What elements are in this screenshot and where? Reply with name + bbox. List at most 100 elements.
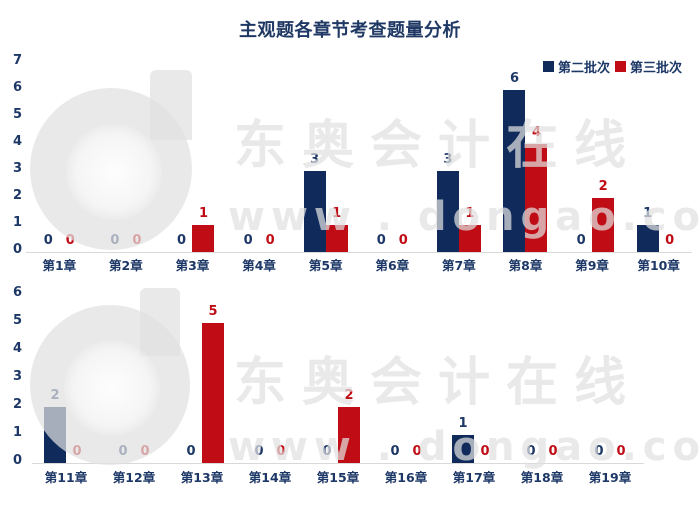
value-label: 0: [548, 444, 558, 459]
bar-cell: 0: [659, 63, 681, 252]
x-axis-line: [32, 463, 644, 464]
y-tick-label: 4: [12, 134, 22, 149]
y-tick-label: 2: [12, 188, 22, 203]
legend-swatch-batch3-icon: [615, 61, 627, 72]
bar-cell: 0: [259, 63, 281, 252]
value-label: 0: [243, 233, 253, 248]
bar-第三批次-第5章: [325, 225, 348, 252]
y-tick-label: 0: [12, 453, 22, 468]
value-label: 0: [265, 233, 275, 248]
value-label: 0: [398, 233, 408, 248]
value-label: 0: [526, 444, 536, 459]
value-label: 0: [132, 233, 142, 248]
bar-cell: 1: [458, 63, 481, 252]
bar-cell: 0: [112, 295, 134, 463]
y-tick-label: 1: [12, 215, 22, 230]
bar-cell: 0: [542, 295, 564, 463]
value-label: 0: [480, 444, 490, 459]
value-label: 0: [72, 444, 82, 459]
bar-第三批次-第7章: [458, 225, 481, 252]
x-tick-label: 第7章: [442, 258, 476, 273]
bar-cell: 0: [370, 63, 392, 252]
x-tick-label: 第5章: [308, 258, 343, 273]
bar-cell: 0: [570, 63, 592, 252]
bar-cell: 1: [192, 63, 215, 252]
value-label: 5: [208, 304, 218, 319]
x-tick-label: 第11章: [44, 470, 88, 485]
x-tick-label: 第1章: [42, 258, 77, 273]
value-label: 0: [140, 444, 150, 459]
bar-第三批次-第8章: [525, 144, 548, 252]
x-tick-label: 第4章: [242, 258, 276, 273]
y-tick-label: 7: [12, 53, 22, 68]
bar-第三批次-第13章: [202, 323, 224, 463]
y-tick-label: 4: [12, 341, 22, 356]
bar-cell: 0: [59, 63, 81, 252]
page-title: 主观题各章节考查题量分析: [239, 20, 461, 41]
bar-cell: 2: [338, 295, 360, 463]
value-label: 2: [598, 179, 608, 194]
y-tick-label: 5: [12, 313, 22, 328]
bar-cell: 0: [384, 295, 406, 463]
bar-cell: 0: [520, 295, 542, 463]
legend-item-batch3: 第三批次: [615, 57, 682, 76]
value-label: 4: [531, 125, 541, 140]
bar-cell: 6: [503, 63, 526, 252]
bar-cell: 0: [248, 295, 270, 463]
x-tick-label: 第3章: [175, 258, 210, 273]
x-tick-label: 第10章: [637, 258, 680, 273]
x-tick-label: 第17章: [452, 470, 496, 485]
legend-label-batch3: 第三批次: [630, 61, 683, 76]
bar-cell: 0: [392, 63, 414, 252]
value-label: 3: [443, 152, 453, 167]
bar-cell: 0: [66, 295, 88, 463]
x-tick-label: 第16章: [384, 470, 428, 485]
y-tick-label: 0: [12, 242, 22, 257]
x-tick-label: 第18章: [520, 470, 564, 485]
y-tick-label: 6: [12, 285, 22, 300]
value-label: 6: [509, 71, 519, 86]
x-axis-line: [26, 252, 692, 253]
bar-第三批次-第9章: [592, 198, 615, 252]
x-tick-label: 第2章: [109, 258, 143, 273]
value-label: 0: [576, 233, 586, 248]
x-tick-label: 第8章: [508, 258, 543, 273]
bar-cell: 0: [588, 295, 610, 463]
value-label: 0: [390, 444, 400, 459]
bar-第二批次-第7章: [436, 171, 459, 252]
bar-cell: 4: [525, 63, 548, 252]
value-label: 0: [412, 444, 422, 459]
value-label: 1: [198, 206, 208, 221]
value-label: 0: [616, 444, 626, 459]
bar-cell: 0: [126, 63, 148, 252]
x-tick-label: 第15章: [316, 470, 360, 485]
value-label: 2: [344, 388, 354, 403]
value-label: 0: [65, 233, 75, 248]
y-tick-label: 1: [12, 425, 22, 440]
bar-cell: 0: [610, 295, 632, 463]
value-label: 0: [376, 233, 386, 248]
bar-cell: 1: [452, 295, 474, 463]
y-tick-label: 3: [12, 161, 22, 176]
bar-cell: 0: [104, 63, 126, 252]
value-label: 1: [465, 206, 475, 221]
bar-cell: 0: [134, 295, 156, 463]
bar-第二批次-第17章: [452, 435, 474, 463]
